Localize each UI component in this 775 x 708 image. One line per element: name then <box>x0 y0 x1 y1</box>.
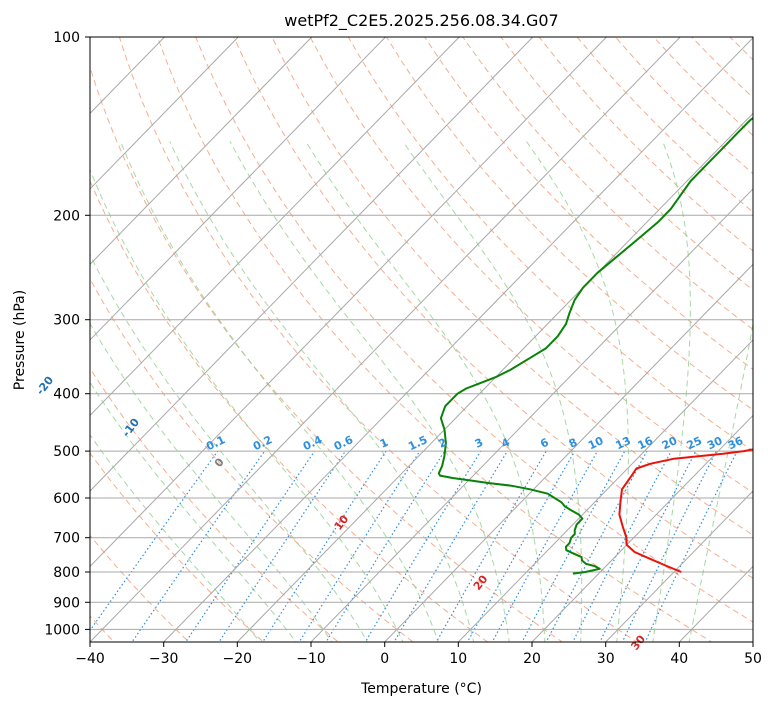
dry-adiabat <box>90 534 190 642</box>
dry-adiabat <box>118 37 638 642</box>
axes: −40 −30 −20 −10 0 10 20 30 40 50 100 200 300 400 500 60… <box>44 30 762 667</box>
background-lines <box>90 37 753 642</box>
moist-adiabat <box>90 381 297 642</box>
x-tick-label: 0 <box>380 651 389 667</box>
isotherm <box>90 37 239 190</box>
moist-adiabat <box>90 322 333 642</box>
mixing-ratio-label: 10 <box>586 434 606 452</box>
profile-lines <box>437 116 753 575</box>
mixing-ratio-label: 16 <box>636 434 656 452</box>
dry-adiabat <box>156 37 713 642</box>
y-axis-label: Pressure (hPa) <box>12 290 28 390</box>
isotherm <box>310 188 753 642</box>
isotherm <box>90 37 607 568</box>
y-tick-label: 300 <box>53 313 80 329</box>
moist-adiabat <box>90 434 261 642</box>
y-tick-label: 100 <box>53 30 80 46</box>
y-tick-label: 900 <box>53 595 80 611</box>
y-tick-label: 500 <box>53 444 80 460</box>
moist-adiabat <box>305 141 546 642</box>
mixing-ratio-label: 20 <box>660 434 680 452</box>
dry-adiabat <box>385 37 753 411</box>
isotherm <box>90 37 313 266</box>
y-tick-label: 1000 <box>44 622 80 638</box>
chart-title: wetPf2_C2E5.2025.256.08.34.G07 <box>284 11 558 31</box>
plot-frame <box>89 36 754 643</box>
isotherm <box>384 263 753 642</box>
isotherm <box>605 490 753 642</box>
dry-adiabat <box>347 37 753 452</box>
moist-adiabat <box>688 320 753 642</box>
mixing-ratio-label: 36 <box>726 434 746 452</box>
moist-adiabat <box>229 141 510 642</box>
moist-adiabat <box>90 253 369 642</box>
dry-adiabat <box>90 65 564 642</box>
dewpoint-profile <box>437 116 753 575</box>
dry-adiabat <box>90 452 265 642</box>
temperature-profile <box>618 448 753 573</box>
y-tick-label: 400 <box>53 387 80 403</box>
y-tick-label: 600 <box>53 491 80 507</box>
y-tick-label: 700 <box>53 531 80 547</box>
moist-adiabat <box>525 141 629 642</box>
isotherm <box>236 112 753 642</box>
mixing-ratio-label: 25 <box>685 434 704 452</box>
isotherm <box>531 414 753 642</box>
moist-adiabat <box>119 141 439 642</box>
moist-adiabat <box>652 141 691 642</box>
dry-adiabat <box>195 37 753 623</box>
dry-adiabat <box>90 179 489 642</box>
dry-adiabat <box>424 37 753 370</box>
x-axis-label: Temperature (°C) <box>360 681 482 697</box>
x-tick-label: −30 <box>149 651 179 667</box>
moist-adiabat <box>90 168 404 642</box>
mixing-ratio-label: 13 <box>614 434 633 452</box>
x-tick-label: −40 <box>75 651 105 667</box>
x-tick-label: 50 <box>744 651 762 667</box>
x-tick-label: −20 <box>223 651 253 667</box>
dry-adiabat <box>309 37 753 494</box>
isotherm <box>163 37 753 642</box>
moist-adiabat <box>169 141 475 642</box>
isotherm <box>90 37 681 642</box>
x-tick-label: 10 <box>449 651 467 667</box>
mixing-ratio-label: 30 <box>705 434 725 452</box>
x-tick-label: 30 <box>597 651 615 667</box>
x-tick-label: 20 <box>523 651 541 667</box>
isotherm <box>457 339 753 642</box>
y-tick-label: 800 <box>53 565 80 581</box>
isotherm <box>90 37 460 417</box>
y-tick-label: 200 <box>53 208 80 224</box>
x-tick-label: 40 <box>670 651 688 667</box>
x-tick-label: −10 <box>296 651 326 667</box>
isotherm <box>90 37 534 492</box>
